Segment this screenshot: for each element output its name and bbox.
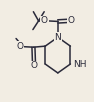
Text: O: O xyxy=(30,61,37,70)
Text: O: O xyxy=(41,16,48,25)
Text: O: O xyxy=(16,42,23,51)
Text: NH: NH xyxy=(73,59,86,69)
Text: O: O xyxy=(67,16,74,25)
Text: N: N xyxy=(54,33,61,42)
